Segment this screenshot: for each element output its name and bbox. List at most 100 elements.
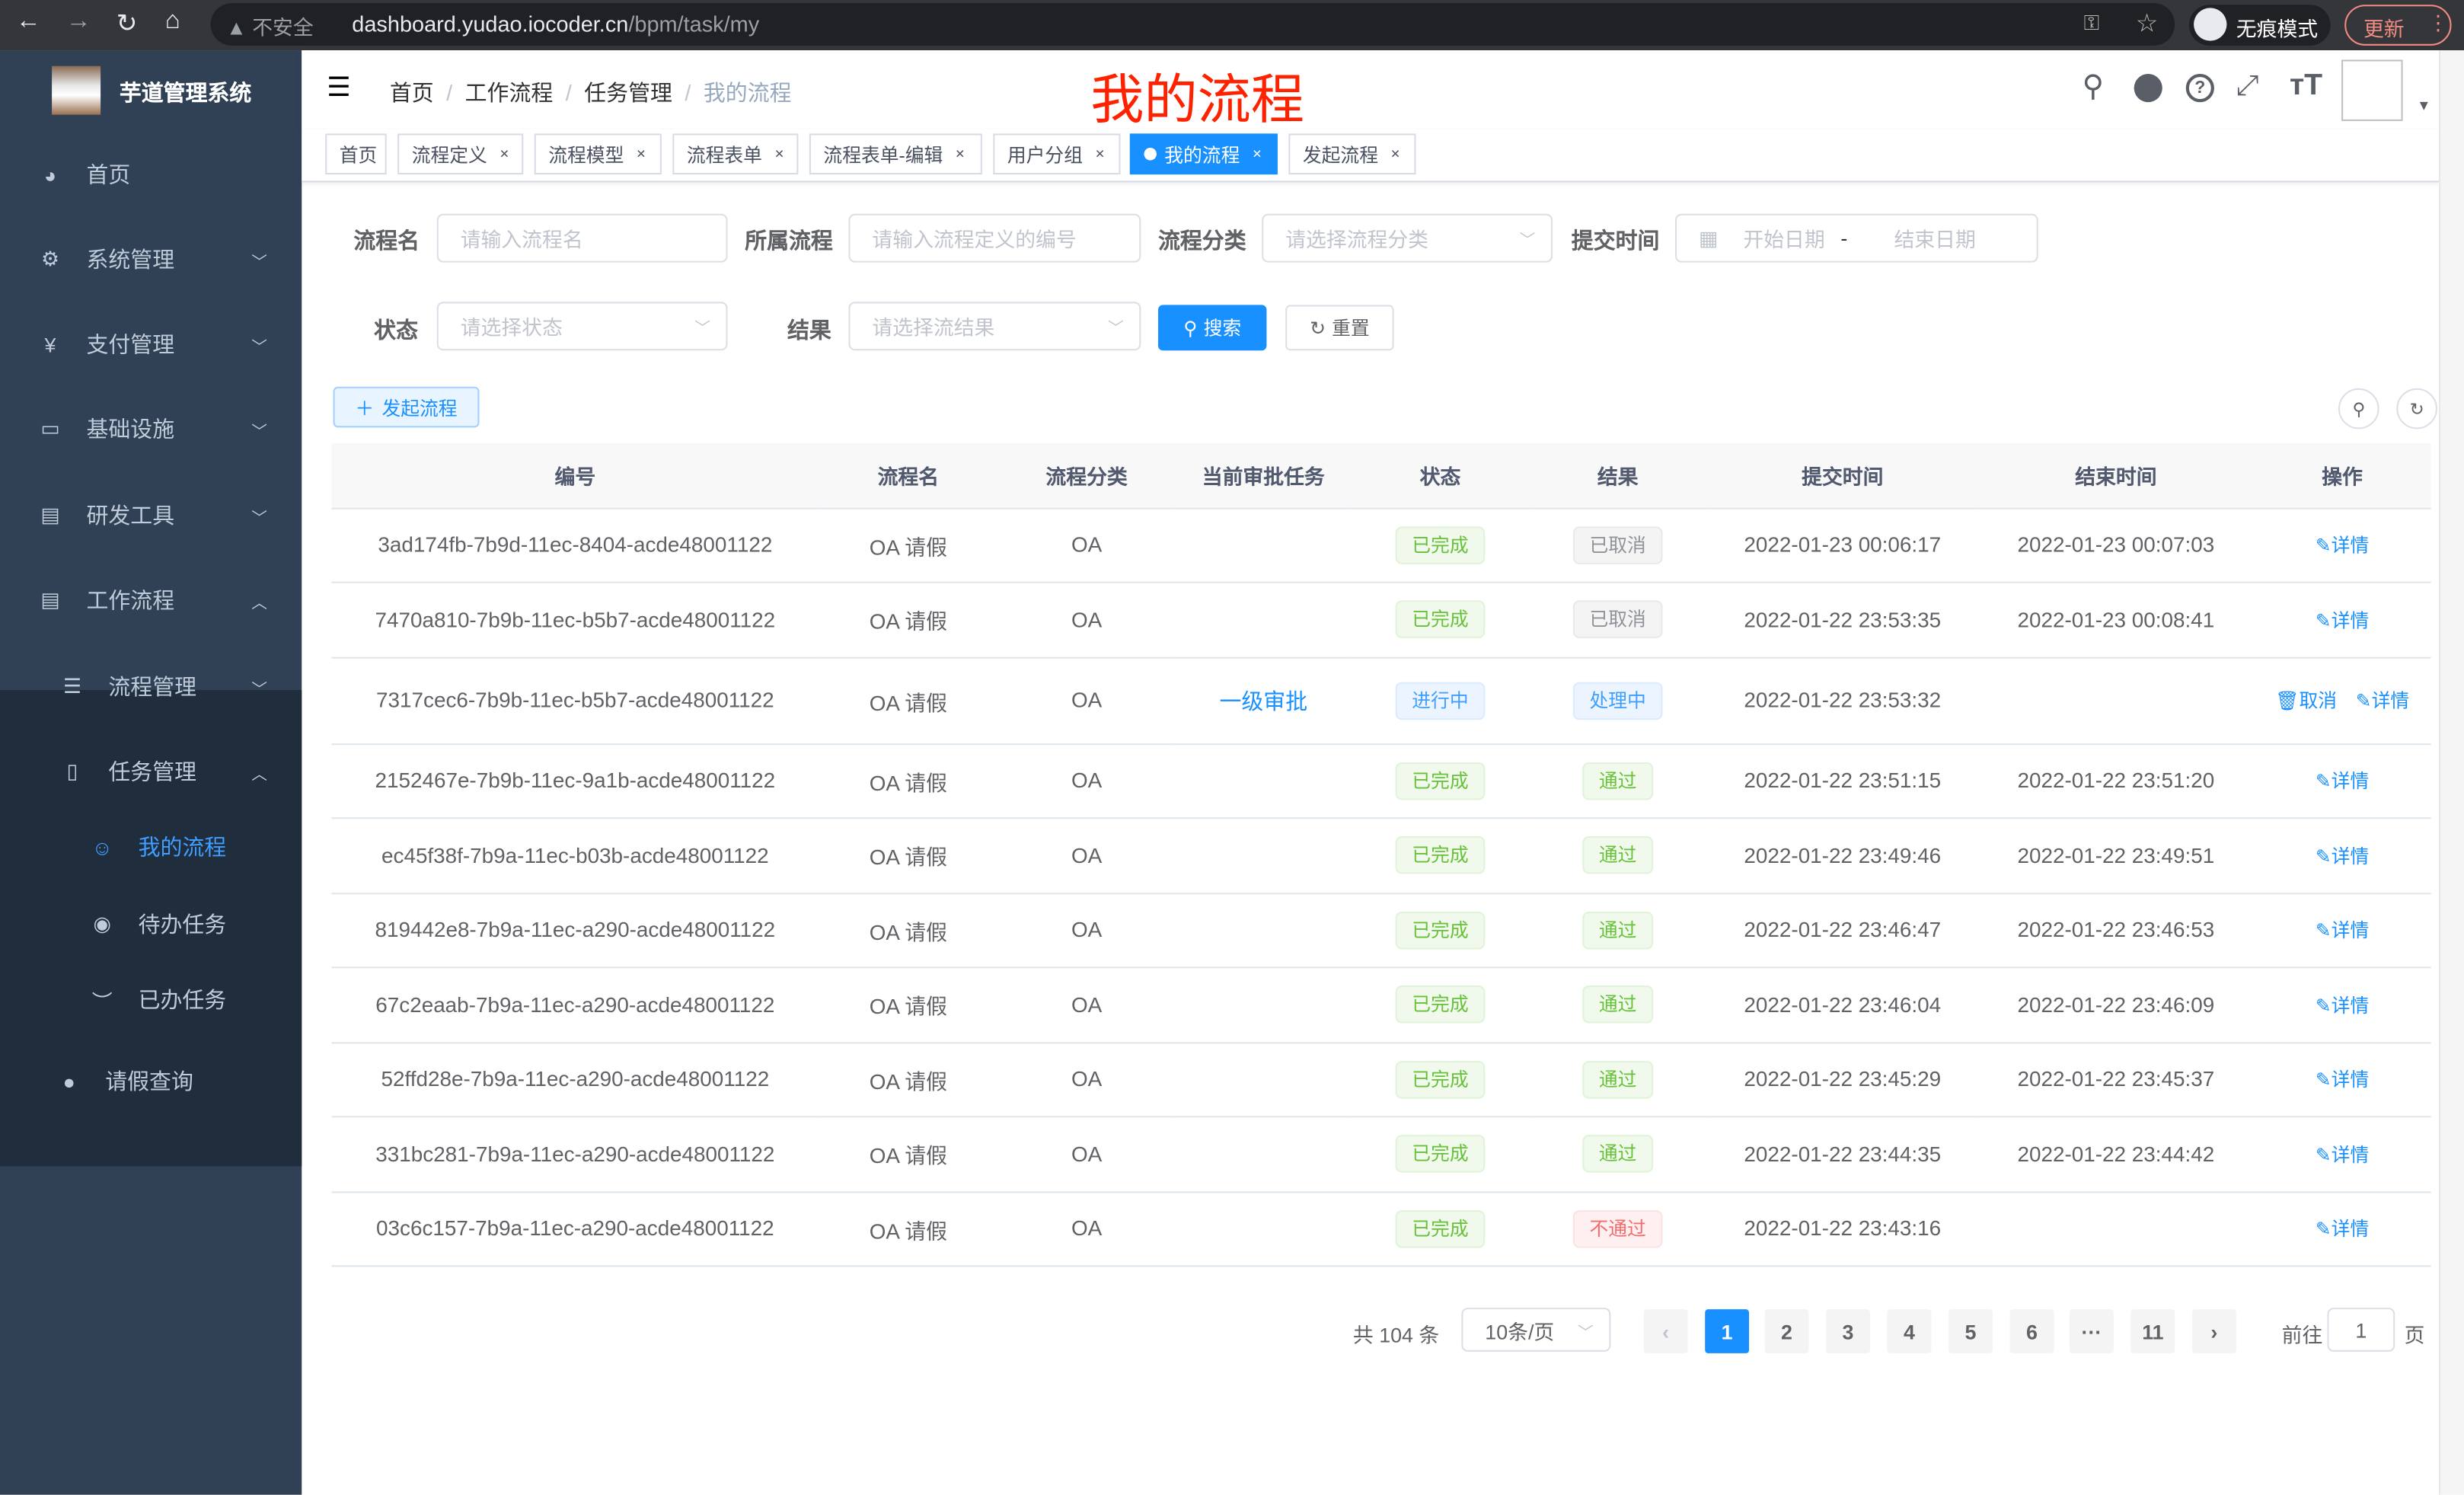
star-icon[interactable]: ☆	[2135, 11, 2159, 38]
sidebar-item-2[interactable]: ¥ 支付管理 ﹀	[0, 302, 302, 386]
sidebar-item-label: 工作流程	[86, 587, 175, 613]
sidebar-item-5[interactable]: ▤ 工作流程 ︿	[0, 558, 302, 643]
sidebar-item-0[interactable]: ◕ 首页	[0, 132, 302, 216]
reset-button[interactable]: ↻ 重置	[1285, 305, 1394, 351]
page-button-11[interactable]: 11	[2130, 1309, 2175, 1353]
page-button-···[interactable]: ···	[2070, 1309, 2114, 1353]
caret-down-icon[interactable]: ▼	[2417, 97, 2431, 113]
page-button-1[interactable]: 1	[1705, 1309, 1750, 1353]
sidebar: 芋道管理系统 ◕ 首页 ⚙ 系统管理 ﹀ ¥ 支付管理 ﹀ ▭ 基础设施 ﹀ ▤ 研发工具 ﹀ ▤ 工作流程 ︿…	[0, 50, 302, 1495]
page-button-5[interactable]: 5	[1949, 1309, 1993, 1353]
gear-icon: ⚙	[41, 247, 60, 270]
sidebar-item-7[interactable]: ▯ 任务管理 ︿	[0, 730, 302, 814]
refresh-button[interactable]: ↻	[2396, 388, 2437, 430]
table-row: 52ffd28e-7b9a-11ec-a290-acde48001122 OA 请…	[331, 1042, 2431, 1118]
breadcrumb-task[interactable]: 任务管理	[584, 80, 672, 106]
hamburger-icon[interactable]: ☰	[327, 72, 351, 103]
update-button[interactable]: 更新 ⋮	[2344, 5, 2452, 46]
detail-link[interactable]: ✎详情	[2316, 535, 2369, 557]
reload-icon[interactable]: ↻	[116, 11, 138, 38]
detail-link[interactable]: ✎详情	[2316, 771, 2369, 793]
github-icon[interactable]	[2134, 73, 2162, 103]
cell-task	[1175, 1042, 1352, 1118]
date-range-picker[interactable]: ▦ 开始日期 - 结束日期	[1675, 213, 2038, 263]
search-button[interactable]: ⚲ 搜索	[1158, 305, 1267, 351]
user-avatar[interactable]	[2341, 59, 2403, 121]
sidebar-item-10[interactable]: ︶ 已办任务	[0, 962, 302, 1037]
home-icon[interactable]: ⌂	[164, 8, 180, 35]
detail-link[interactable]: ✎详情	[2316, 1069, 2369, 1091]
detail-link[interactable]: ✎详情	[2356, 690, 2409, 712]
detail-link[interactable]: ✎详情	[2316, 1219, 2369, 1241]
tab-6[interactable]: 我的流程 ×	[1129, 133, 1278, 175]
detail-link[interactable]: ✎详情	[2316, 609, 2369, 631]
category-select[interactable]: 请选择流程分类 ﹀	[1262, 213, 1553, 263]
breadcrumb-home[interactable]: 首页	[389, 80, 434, 106]
sidebar-item-11[interactable]: ● 请假查询	[0, 1039, 302, 1123]
tab-4[interactable]: 流程表单-编辑 ×	[809, 133, 982, 175]
sidebar-item-8[interactable]: ☺ 我的流程	[0, 810, 302, 885]
result-select[interactable]: 请选择流结果 ﹀	[848, 302, 1141, 351]
sidebar-item-4[interactable]: ▤ 研发工具 ﹀	[0, 473, 302, 557]
font-size-icon[interactable]: тT	[2289, 69, 2323, 103]
key-icon[interactable]: ⚿	[2083, 11, 2100, 35]
detail-link[interactable]: ✎详情	[2316, 845, 2369, 867]
tab-2[interactable]: 流程模型 ×	[534, 133, 662, 175]
page-button-3[interactable]: 3	[1826, 1309, 1870, 1353]
next-page-button[interactable]: ›	[2192, 1309, 2236, 1353]
fullscreen-icon[interactable]: ⤢	[2236, 69, 2259, 101]
close-icon[interactable]: ×	[636, 145, 646, 163]
page-button-2[interactable]: 2	[1764, 1309, 1809, 1353]
cell-status: 进行中	[1351, 656, 1530, 745]
help-icon[interactable]: ?	[2185, 73, 2214, 103]
cell-task	[1175, 1191, 1352, 1267]
cell-status: 已完成	[1351, 582, 1530, 658]
detail-link[interactable]: ✎详情	[2316, 920, 2369, 942]
action-label: 详情	[2371, 690, 2410, 712]
close-icon[interactable]: ×	[500, 145, 509, 163]
table-row: 3ad174fb-7b9d-11ec-8404-acde48001122 OA 请…	[331, 507, 2431, 583]
forward-icon[interactable]: →	[65, 8, 91, 35]
sidebar-item-6[interactable]: ☰ 流程管理 ﹀	[0, 644, 302, 729]
status-select[interactable]: 请选择状态 ﹀	[436, 302, 728, 351]
address-bar[interactable]: ▲ 不安全 dashboard.yudao.iocoder.cn/bpm/tas…	[210, 3, 2175, 46]
toggle-search-button[interactable]: ⚲	[2338, 388, 2379, 430]
cancel-link[interactable]: 🗑︎取消	[2275, 690, 2337, 712]
sidebar-item-1[interactable]: ⚙ 系统管理 ﹀	[0, 217, 302, 302]
page-size-select[interactable]: 10条/页 ﹀	[1461, 1308, 1611, 1352]
start-process-button[interactable]: ＋ 发起流程	[333, 386, 480, 428]
back-icon[interactable]: ←	[15, 8, 41, 35]
close-icon[interactable]: ×	[774, 145, 784, 163]
tab-3[interactable]: 流程表单 ×	[672, 133, 799, 175]
cell-end: 2022-01-22 23:51:20	[1978, 743, 2254, 819]
page-button-6[interactable]: 6	[2009, 1309, 2054, 1353]
cell-result: 通过	[1529, 967, 1707, 1043]
tab-5[interactable]: 用户分组 ×	[993, 133, 1121, 175]
tab-1[interactable]: 流程定义 ×	[397, 133, 524, 175]
name-input[interactable]: 请输入流程名	[436, 213, 728, 263]
cell-actions: ✎详情	[2253, 818, 2431, 894]
detail-link[interactable]: ✎详情	[2316, 995, 2369, 1017]
plus-icon: ＋	[355, 397, 375, 420]
edit-icon: ✎	[2315, 994, 2332, 1017]
close-icon[interactable]: ×	[1095, 145, 1105, 163]
sidebar-item-9[interactable]: ◉ 待办任务	[0, 886, 302, 962]
cell-name: OA 请假	[819, 1116, 998, 1193]
page-button-4[interactable]: 4	[1887, 1309, 1932, 1353]
scrollbar[interactable]	[2439, 50, 2464, 1495]
process-input[interactable]: 请输入流程定义的编号	[848, 213, 1141, 263]
detail-link[interactable]: ✎详情	[2316, 1144, 2369, 1166]
close-icon[interactable]: ×	[1390, 145, 1400, 163]
close-icon[interactable]: ×	[955, 145, 965, 163]
incognito-badge[interactable]: 无痕模式	[2188, 5, 2331, 46]
tab-0[interactable]: 首页	[325, 133, 387, 175]
sidebar-item-3[interactable]: ▭ 基础设施 ﹀	[0, 387, 302, 471]
close-icon[interactable]: ×	[1252, 145, 1262, 163]
prev-page-button[interactable]: ‹	[1643, 1309, 1688, 1353]
column-header: 提交时间	[1706, 442, 1979, 509]
goto-input[interactable]: 1	[2327, 1308, 2395, 1352]
tab-label: 流程定义	[411, 143, 487, 166]
breadcrumb-workflow[interactable]: 工作流程	[464, 80, 554, 106]
search-icon[interactable]: ⚲	[2082, 70, 2105, 104]
tab-7[interactable]: 发起流程 ×	[1288, 133, 1416, 175]
